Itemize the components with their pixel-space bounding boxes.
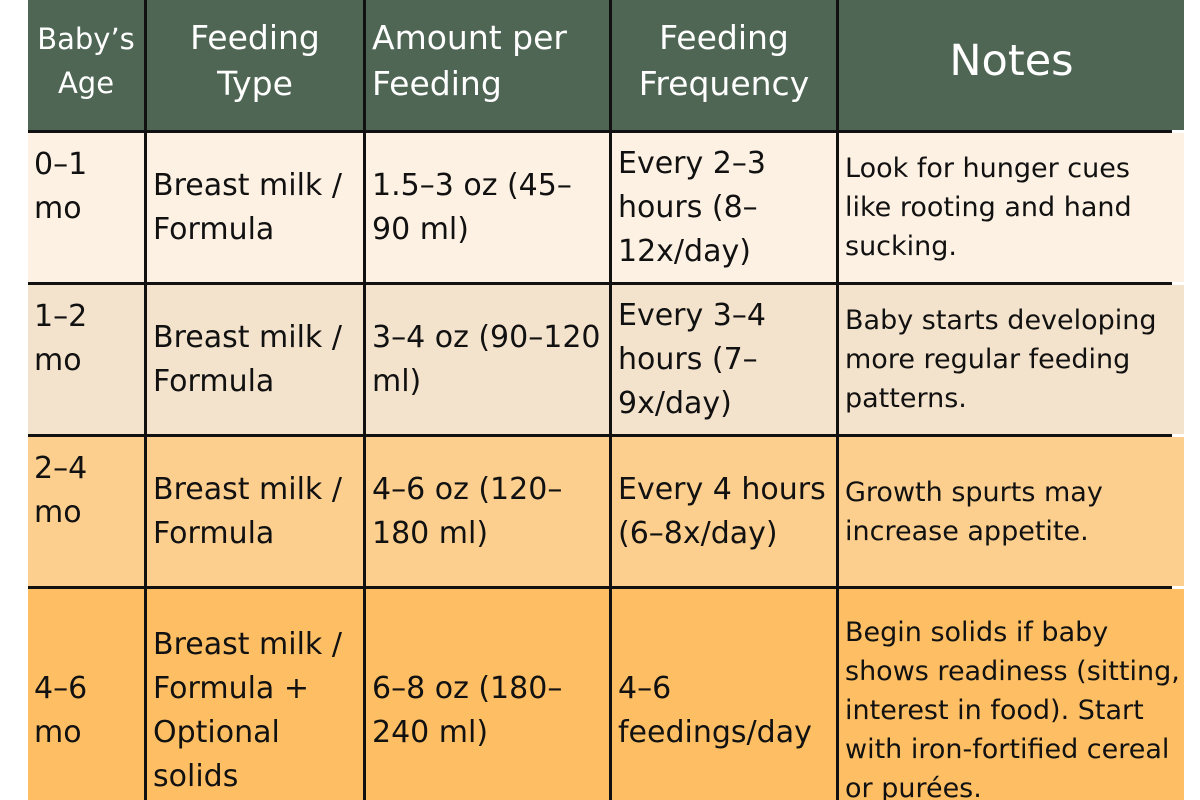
row-3-frequency: Every 4 hours (6–8x/day) — [612, 437, 836, 586]
row-3-amount: 4–6 oz (120–180 ml) — [366, 437, 609, 586]
row-1-frequency: Every 2–3 hours (8–12x/day) — [612, 133, 836, 282]
row-2-notes: Baby starts developing more regular feed… — [839, 285, 1184, 434]
row-4-frequency: 4–6 feedings/day — [612, 589, 836, 800]
row-4-feeding-type: Breast milk / Formula + Optional solids — [147, 589, 363, 800]
header-age: Baby’s Age — [28, 0, 144, 130]
row-2-frequency: Every 3–4 hours (7–9x/day) — [612, 285, 836, 434]
row-3-notes: Growth spurts may increase appetite. — [839, 437, 1184, 586]
header-feeding-type: Feeding Type — [147, 0, 363, 130]
row-2-age: 1–2 mo — [28, 285, 144, 434]
row-1-age: 0–1 mo — [28, 133, 144, 282]
row-3-age: 2–4 mo — [28, 437, 144, 586]
row-4-age: 4–6 mo — [28, 589, 144, 800]
row-3-feeding-type: Breast milk / Formula — [147, 437, 363, 586]
row-1-notes: Look for hunger cues like rooting and ha… — [839, 133, 1184, 282]
row-2-feeding-type: Breast milk / Formula — [147, 285, 363, 434]
header-frequency: Feeding Frequency — [612, 0, 836, 130]
row-4-amount: 6–8 oz (180–240 ml) — [366, 589, 609, 800]
header-amount: Amount per Feeding — [366, 0, 609, 130]
row-2-amount: 3–4 oz (90–120 ml) — [366, 285, 609, 434]
row-1-amount: 1.5–3 oz (45–90 ml) — [366, 133, 609, 282]
row-1-feeding-type: Breast milk / Formula — [147, 133, 363, 282]
row-4-notes: Begin solids if baby shows readiness (si… — [839, 589, 1184, 800]
feeding-table: Baby’s Age Feeding Type Amount per Feedi… — [28, 0, 1184, 800]
header-notes: Notes — [839, 0, 1184, 130]
